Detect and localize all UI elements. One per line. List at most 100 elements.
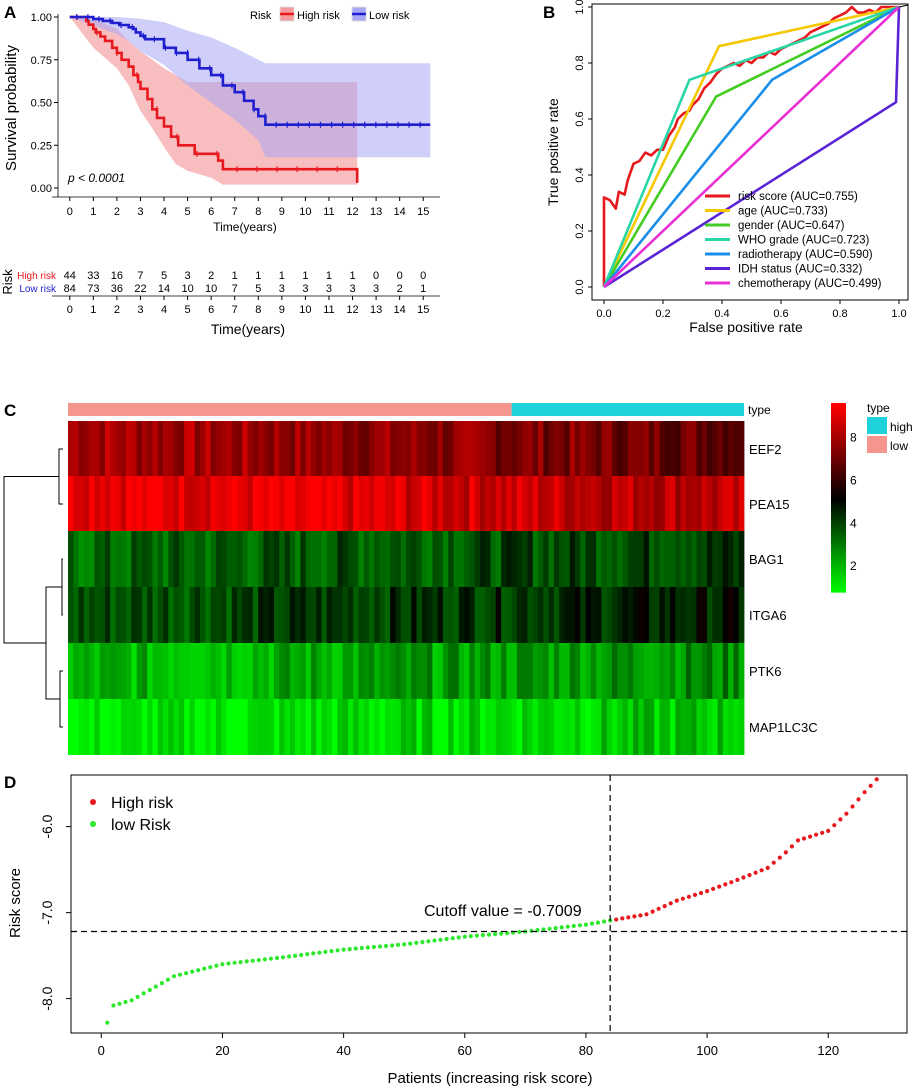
point-low-risk — [190, 969, 195, 974]
heatmap-cell — [263, 587, 270, 643]
type-legend-swatch — [867, 417, 887, 434]
type-legend-title: type — [867, 401, 890, 415]
heatmap-cell — [506, 531, 513, 587]
heatmap-cell — [469, 531, 476, 587]
heatmap-cell — [633, 476, 639, 532]
x-tick-label: 12 — [346, 206, 358, 218]
heatmap-cell — [622, 476, 629, 532]
point-low-risk — [214, 963, 219, 968]
heatmap-cell — [680, 476, 687, 532]
risk-table-tick-label: 9 — [279, 304, 285, 316]
heatmap-cell — [242, 531, 248, 587]
heatmap-cell — [226, 699, 233, 755]
heatmap-cell — [506, 421, 513, 477]
heatmap-cell — [310, 587, 317, 643]
heatmap-cell — [68, 476, 74, 532]
roc-curve-panel: 0.0 0.2 0.4 0.6 0.8 1.0 0.0 0.2 0.4 0.6 0.8 1.0 Fals… — [545, 0, 909, 335]
heatmap-cell — [110, 531, 116, 587]
heatmap-cell — [379, 699, 386, 755]
heatmap-cell — [691, 476, 697, 532]
heatmap-cell — [627, 531, 634, 587]
heatmap-cell — [501, 587, 507, 643]
legend-marker — [90, 799, 96, 805]
heatmap-cell — [363, 587, 370, 643]
heatmap-cell — [332, 643, 338, 699]
heatmap-cell — [226, 587, 233, 643]
heatmap-cell — [696, 421, 703, 477]
heatmap-cell — [643, 699, 650, 755]
heatmap-cell — [147, 699, 153, 755]
heatmap-cell — [305, 699, 312, 755]
heatmap-cell — [580, 421, 586, 477]
heatmap-cell — [390, 587, 396, 643]
heatmap-cell — [273, 476, 280, 532]
heatmap-cell — [99, 476, 106, 532]
heatmap-cell — [126, 531, 132, 587]
heatmap-cell — [178, 476, 185, 532]
heatmap-cell — [406, 476, 412, 532]
heatmap-cell — [648, 643, 655, 699]
heatmap-cell — [358, 531, 365, 587]
heatmap-cell — [200, 643, 206, 699]
heatmap-cell — [136, 421, 143, 477]
heatmap-cell — [242, 587, 248, 643]
heatmap-cell — [310, 476, 317, 532]
heatmap-cell — [553, 699, 560, 755]
heatmap-cell — [633, 587, 639, 643]
heatmap-cell — [247, 699, 254, 755]
heatmap-cell — [638, 476, 645, 532]
heatmap-cell — [648, 421, 655, 477]
heatmap-cell — [479, 587, 486, 643]
heatmap-cell — [279, 476, 285, 532]
heatmap-cell — [237, 476, 243, 532]
heatmap-cell — [110, 421, 116, 477]
heatmap-cell — [590, 699, 597, 755]
heatmap-cell — [390, 531, 396, 587]
heatmap-cell — [479, 643, 486, 699]
heatmap-cell — [78, 531, 85, 587]
heatmap-cell — [712, 421, 718, 477]
heatmap-row-label: BAG1 — [749, 552, 784, 567]
y-tick-label: -8.0 — [39, 986, 55, 1010]
heatmap-cell — [316, 699, 322, 755]
heatmap-cell — [89, 476, 95, 532]
heatmap-cell — [622, 643, 629, 699]
point-high-risk — [741, 875, 746, 880]
heatmap-cell — [664, 699, 671, 755]
x-tick-label: 40 — [336, 1043, 350, 1058]
heatmap-cell — [252, 587, 259, 643]
y-tick-label: 0.8 — [574, 55, 586, 70]
heatmap-cell — [131, 476, 138, 532]
heatmap-cell — [337, 699, 344, 755]
risk-table-cell: 84 — [64, 283, 76, 295]
point-low-risk — [299, 952, 304, 958]
type-legend-label: high — [890, 420, 913, 434]
heatmap-cell — [295, 476, 301, 532]
heatmap-cell — [141, 421, 148, 477]
colorbar-segment — [831, 494, 846, 499]
heatmap-cell — [606, 587, 613, 643]
risk-score-scatter-panel: Cutoff value = -0.7009 0 20 40 60 80 100 120 -8.… — [7, 774, 908, 1087]
heatmap-cell — [601, 587, 608, 643]
heatmap-cell — [110, 476, 116, 532]
heatmap-cell — [458, 643, 465, 699]
heatmap-cell — [400, 643, 407, 699]
heatmap-cell — [564, 587, 571, 643]
heatmap-cell — [654, 476, 660, 532]
colorbar-segment — [831, 478, 846, 483]
heatmap-cell — [474, 421, 481, 477]
heatmap-cell — [627, 643, 634, 699]
x-tick-label: 8 — [255, 206, 261, 218]
heatmap-cell — [707, 531, 713, 587]
heatmap-cell — [501, 476, 507, 532]
heatmap-cell — [490, 699, 497, 755]
heatmap-cell — [564, 699, 571, 755]
heatmap-cell — [421, 587, 428, 643]
risk-table-cell: 1 — [302, 270, 308, 282]
heatmap-cell — [722, 531, 729, 587]
x-tick-label: 3 — [137, 206, 143, 218]
point-low-risk — [117, 1001, 122, 1006]
point-low-risk — [250, 958, 255, 963]
heatmap-cell — [395, 476, 402, 532]
heatmap-cell — [421, 421, 428, 477]
